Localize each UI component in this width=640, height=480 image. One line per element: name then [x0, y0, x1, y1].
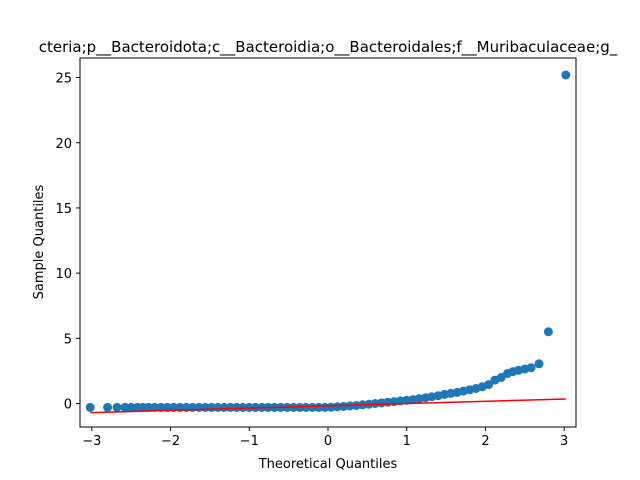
data-point	[232, 402, 242, 412]
data-point	[156, 402, 166, 412]
data-point	[307, 402, 317, 412]
y-tick-label: 15	[55, 202, 72, 217]
data-point	[150, 402, 160, 412]
data-point	[543, 327, 553, 337]
data-point	[120, 402, 130, 412]
data-point	[301, 402, 311, 412]
x-tick-label: 0	[324, 434, 332, 449]
x-tick-label: −3	[82, 434, 101, 449]
reference-line	[90, 398, 566, 414]
x-tick-label: 1	[403, 434, 411, 449]
data-point	[534, 359, 544, 369]
x-tick-label: 2	[481, 434, 489, 449]
y-tick-label: 25	[55, 72, 72, 87]
y-tick-label: 0	[64, 398, 72, 413]
data-point	[295, 402, 305, 412]
data-point	[314, 402, 324, 412]
data-point	[526, 363, 536, 373]
data-point	[238, 402, 248, 412]
x-tick-label: −1	[240, 434, 259, 449]
x-tick-label: 3	[560, 434, 568, 449]
data-point	[126, 402, 136, 412]
data-point	[219, 402, 229, 412]
data-point	[103, 402, 113, 412]
data-point	[484, 380, 494, 390]
x-axis-label: Theoretical Quantiles	[258, 457, 398, 472]
x-tick-label: −2	[161, 434, 180, 449]
reference-line-layer	[90, 398, 566, 414]
data-point	[85, 402, 95, 412]
y-axis-label: Sample Quantiles	[32, 184, 47, 299]
y-tick-label: 10	[55, 267, 72, 282]
y-axis: 0 5 10 15 20 25	[55, 72, 80, 413]
data-point	[144, 402, 153, 412]
y-tick-label: 20	[55, 137, 72, 152]
data-point	[112, 402, 122, 412]
chart-title: cteria;p__Bacteroidota;c__Bacteroidia;o_…	[39, 38, 618, 57]
data-point	[561, 70, 571, 80]
x-axis: −3 −2 −1 0 1 2 3	[82, 427, 568, 449]
y-tick-label: 5	[64, 332, 72, 347]
data-point	[225, 402, 235, 412]
